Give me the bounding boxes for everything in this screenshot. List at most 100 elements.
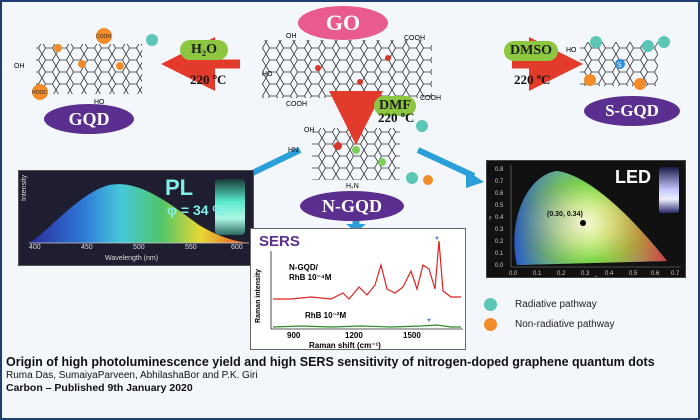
- cie-ylabel: y: [489, 215, 492, 221]
- legend-item-non-radiative: Non-radiative pathway: [484, 318, 615, 331]
- go-o-dot-1: [315, 65, 321, 71]
- legend-label-radiative: Radiative pathway: [515, 299, 597, 310]
- go-o-dot-2: [357, 79, 363, 85]
- cie-xtick: 0.2: [557, 271, 566, 277]
- sgqd-radiative-dot-1: [590, 36, 602, 48]
- gqd-label-ho: HO: [94, 99, 105, 106]
- ngqd-label-hn: HN: [288, 147, 298, 154]
- ngqd-radiative-dot-2: [406, 172, 418, 184]
- sers-label-ngqd-line1: N-GQD/: [289, 263, 318, 272]
- sers-xlabel: Raman shift (cm⁻¹): [309, 341, 381, 350]
- gqd-oh-dot-2: [116, 62, 124, 70]
- gqd-radiative-dot: [146, 34, 158, 46]
- cie-ytick: 0.0: [495, 263, 504, 269]
- cie-xtick: 0.1: [533, 271, 542, 277]
- led-vial-image: [659, 167, 679, 213]
- pl-xlabel: Wavelength (nm): [105, 255, 159, 262]
- sers-tick: 900: [287, 331, 301, 340]
- cie-xtick: 0.0: [509, 271, 518, 277]
- sers-title: SERS: [259, 233, 300, 250]
- cie-ytick: 0.3: [495, 227, 504, 233]
- pathway-legend: Radiative pathway Non-radiative pathway: [484, 292, 684, 350]
- ngqd-label-h2n: H₂N: [346, 183, 359, 190]
- go-label-cooh: COOH: [404, 35, 425, 42]
- go-label-ho: HO: [262, 71, 273, 78]
- cie-ytick: 0.4: [495, 215, 504, 221]
- gqd-sheet: [36, 44, 142, 94]
- solvent-h2o: H₂O: [180, 40, 228, 60]
- go-label-cooh-2: COOH: [286, 101, 307, 108]
- pl-title: PL: [165, 175, 194, 200]
- cie-xtick: 0.4: [605, 271, 614, 277]
- citation-caption: Origin of high photoluminescence yield a…: [6, 356, 694, 416]
- pl-tick: 550: [185, 244, 197, 251]
- cie-xtick: 0.6: [651, 271, 660, 277]
- pl-spectrum-panel: PL φ = 34 % Intensity 400 450 500 550 60…: [18, 170, 254, 266]
- cie-horseshoe-tint: [514, 171, 667, 265]
- ngqd-badge: N-GQD: [300, 191, 404, 221]
- gqd-label-hooc: HOOC: [32, 90, 47, 96]
- cie-point: [580, 220, 586, 226]
- sers-marker-1: *: [435, 235, 439, 246]
- cie-ytick: 0.8: [495, 167, 504, 173]
- cie-ytick: 0.6: [495, 191, 504, 197]
- graphical-abstract: OH COOH HO COOH COOH COOH HOOC OH HO S H…: [14, 6, 686, 350]
- sers-label-rhb: RhB 10⁻²M: [305, 311, 347, 320]
- cie-coordinate-label: (0.30, 0.34): [547, 211, 583, 218]
- gqd-cooh-dot: [96, 28, 112, 44]
- arrow-to-led-head: [466, 170, 484, 188]
- led-cie-panel: 0.0 0.1 0.2 0.3 0.4 0.5 0.6 0.7 0.8 0.7 …: [486, 160, 686, 278]
- paper-authors: Ruma Das, SumaiyaParveen, AbhilashaBor a…: [6, 370, 258, 381]
- temperature-right: 220 ºC: [514, 72, 551, 87]
- ngqd-n-dot-1: [352, 146, 360, 154]
- go-o-dot-3: [385, 55, 391, 61]
- sgqd-label-s: S: [617, 62, 622, 69]
- go-label-cooh-3: COOH: [420, 95, 441, 102]
- sgqd-s-dot: [615, 59, 625, 69]
- pl-spectrum-curve: [29, 184, 249, 243]
- sers-spectrum-svg: * *: [270, 235, 463, 330]
- ngqd-o-dot: [334, 142, 342, 150]
- non-radiative-dot-icon: [484, 318, 497, 331]
- gqd-hooc-dot: [32, 84, 48, 100]
- pl-tick: 400: [29, 244, 41, 251]
- led-title: LED: [615, 167, 651, 187]
- sers-spectrum-panel: * * SERS N-GQD/ RhB 10⁻⁴M RhB 10⁻²M Rama…: [250, 228, 466, 350]
- go-label-oh-1: OH: [286, 33, 297, 40]
- sers-label-ngqd-line2: RhB 10⁻⁴M: [289, 273, 332, 282]
- cie-ytick: 0.2: [495, 239, 504, 245]
- ngqd-n-dot-2: [378, 158, 386, 166]
- ngqd-radiative-dot-1: [416, 120, 428, 132]
- paper-title: Origin of high photoluminescence yield a…: [6, 355, 655, 369]
- solvent-dmso: DMSO: [504, 41, 558, 61]
- sers-curve-rhb: [272, 324, 461, 328]
- sgqd-nonradiative-dot-2: [634, 78, 646, 90]
- legend-item-radiative: Radiative pathway: [484, 298, 597, 311]
- pl-tick: 450: [81, 244, 93, 251]
- sers-curve-ngqd: [273, 240, 461, 300]
- ngqd-nonradiative-dot: [423, 175, 433, 185]
- sgqd-radiative-dot-3: [658, 36, 670, 48]
- pl-quantum-yield: φ = 34 %: [167, 202, 225, 218]
- sgqd-badge: S-GQD: [584, 96, 680, 126]
- gqd-oh-dot-1: [54, 44, 62, 52]
- pl-tick: 600: [231, 244, 243, 251]
- gqd-badge: GQD: [44, 104, 134, 134]
- cie-ytick: 0.1: [495, 251, 504, 257]
- structures-svg: OH COOH HO COOH COOH COOH HOOC OH HO S H…: [14, 28, 670, 232]
- arrow-to-led: [416, 147, 476, 179]
- temperature-left: 220 ºC: [190, 72, 227, 87]
- cie-xlabel: x: [595, 275, 598, 278]
- gqd-label-cooh: COOH: [96, 34, 111, 40]
- pl-vial-image: [215, 179, 245, 235]
- cie-ytick: 0.7: [495, 179, 504, 185]
- cie-ytick: 0.5: [495, 203, 504, 209]
- legend-label-non-radiative: Non-radiative pathway: [515, 319, 615, 330]
- paper-journal: Carbon – Published 9th January 2020: [6, 382, 193, 394]
- sers-tick: 1500: [403, 331, 421, 340]
- cie-xtick: 0.5: [629, 271, 638, 277]
- gqd-oh-dot-3: [78, 60, 86, 68]
- go-badge: GO: [298, 6, 388, 40]
- sers-marker-2: *: [427, 317, 431, 328]
- cie-diagram-svg: 0.0 0.1 0.2 0.3 0.4 0.5 0.6 0.7 0.8 0.7 …: [489, 165, 681, 278]
